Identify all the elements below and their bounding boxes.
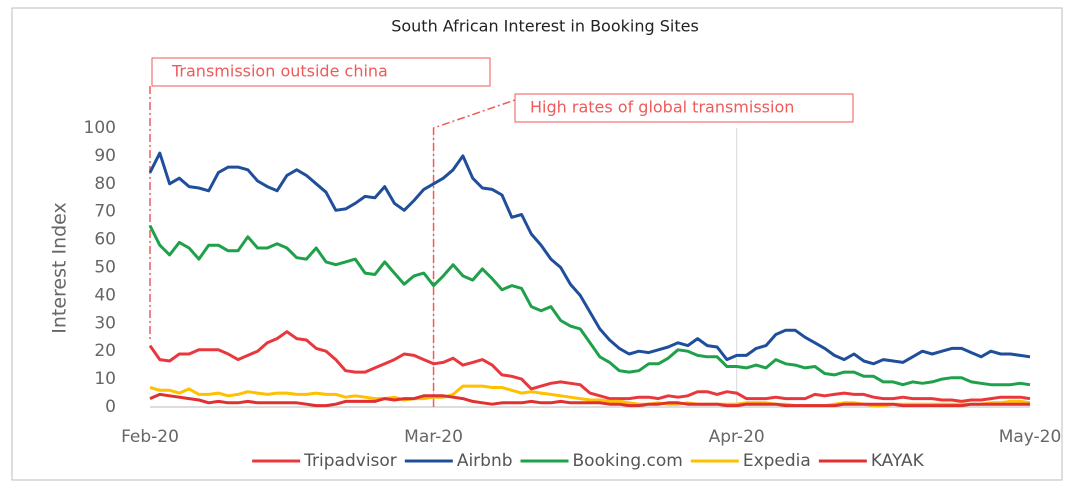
y-tick-label: 30: [94, 313, 116, 333]
legend-label: Booking.com: [573, 451, 683, 471]
y-axis-label: Interest Index: [49, 202, 71, 334]
legend-label: Airbnb: [457, 451, 513, 471]
x-tick-label: May-20: [999, 427, 1062, 447]
annotation-leader: [432, 99, 516, 407]
y-tick-label: 50: [94, 258, 116, 278]
annotation: High rates of global transmission: [530, 98, 794, 117]
x-tick-label: Apr-20: [709, 427, 765, 447]
annotation-box: [514, 93, 854, 123]
legend: Tripadvisor Airbnb Booking.com Expedia KAYAK: [252, 451, 925, 471]
y-tick-label: 20: [94, 341, 116, 361]
series-line: [148, 225, 1031, 387]
legend-label: Expedia: [743, 451, 811, 471]
y-tick-label: 90: [94, 146, 116, 166]
annotation-box: [151, 57, 491, 87]
annotation: Transmission outside china: [171, 62, 388, 81]
y-tick-label: 40: [94, 285, 116, 305]
y-tick-label: 80: [94, 174, 116, 194]
legend-label: KAYAK: [871, 451, 925, 471]
y-tick-label: 60: [94, 230, 116, 250]
y-tick-label: 100: [84, 118, 116, 138]
legend-label: Tripadvisor: [303, 451, 397, 471]
x-tick-label: Mar-20: [404, 427, 463, 447]
x-tick-label: Feb-20: [121, 427, 179, 447]
y-tick-label: 0: [105, 397, 116, 417]
y-tick-label: 70: [94, 202, 116, 222]
series-line: [148, 330, 1031, 403]
chart-frame: [11, 7, 1063, 481]
chart-title: South African Interest in Booking Sites: [391, 17, 699, 36]
series-line: [148, 151, 1031, 366]
y-tick-label: 10: [94, 369, 116, 389]
series-line: [149, 392, 1030, 408]
